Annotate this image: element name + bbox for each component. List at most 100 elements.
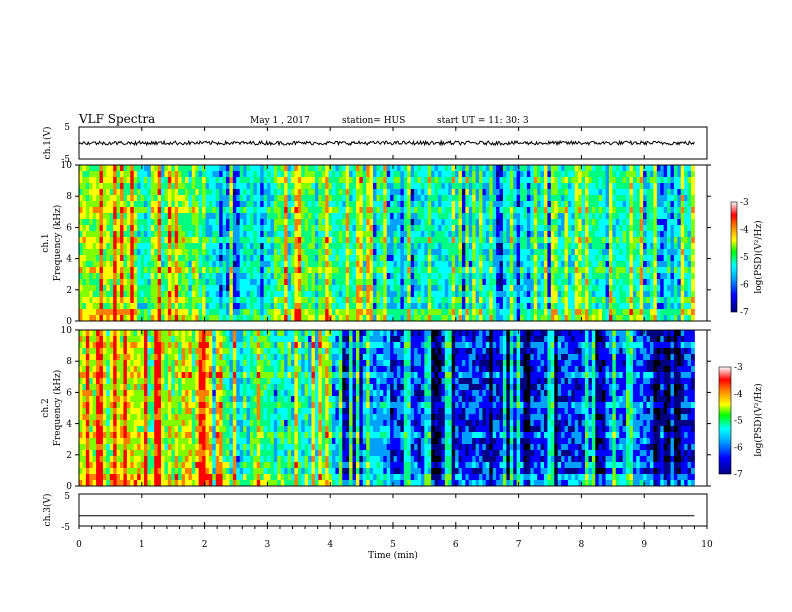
spectrogram-cell [479, 231, 483, 238]
spectrogram-cell [475, 285, 480, 292]
spectrogram-cell [113, 408, 118, 415]
spectrogram-cell [106, 462, 111, 469]
spectrogram-cell [167, 255, 172, 262]
spectrogram-cell [373, 219, 377, 226]
spectrogram-cell [243, 237, 247, 244]
spectrogram-cell [605, 213, 610, 220]
spectrogram-cell [205, 213, 210, 220]
spectrogram-cell [540, 291, 545, 298]
spectrogram-cell [332, 177, 336, 184]
spectrogram-cell [109, 468, 114, 475]
spectrogram-cell [482, 309, 487, 316]
spectrogram-cell [561, 279, 565, 286]
spectrogram-cell [212, 243, 217, 250]
spectrogram-cell [243, 279, 247, 286]
spectrogram-cell [670, 267, 675, 274]
spectrogram-cell [116, 354, 121, 361]
spectrogram-cell [273, 195, 278, 202]
spectrogram-cell [116, 237, 121, 244]
spectrogram-cell [161, 315, 165, 322]
spectrogram-cell [325, 201, 329, 208]
spectrogram-cell [492, 219, 497, 226]
spectrogram-cell [232, 309, 237, 316]
spectrogram-cell [643, 261, 647, 268]
spectrogram-cell [150, 279, 155, 286]
spectrogram-cell [684, 171, 688, 178]
spectrogram-cell [184, 297, 189, 304]
spectrogram-cell [489, 273, 494, 280]
spectrogram-cell [400, 255, 405, 262]
spectrogram-cell [393, 243, 398, 250]
spectrogram-cell [184, 177, 189, 184]
spectrogram-cell [438, 261, 442, 268]
spectrogram-cell [653, 213, 658, 220]
spectrogram-cell [226, 279, 230, 286]
spectrogram-cell [171, 267, 176, 274]
spectrogram-cell [615, 165, 620, 172]
spectrogram-cell [376, 213, 381, 220]
spectrogram-cell [451, 315, 456, 322]
spectrogram-cell [680, 165, 685, 172]
spectrogram-cell [109, 408, 114, 415]
spectrogram-cell [167, 231, 172, 238]
spectrogram-cell [171, 261, 176, 268]
spectrogram-cell [547, 183, 552, 190]
spectrogram-cell [691, 267, 695, 274]
spectrogram-cell [154, 309, 159, 316]
spectrogram-cell [308, 225, 312, 232]
spectrogram-cell [557, 225, 562, 232]
spectrogram-cell [147, 315, 152, 322]
spectrogram-cell [595, 243, 600, 250]
spectrogram-cell [249, 171, 254, 178]
spectrogram-cell [140, 255, 145, 262]
spectrogram-cell [383, 183, 388, 190]
spectrogram-cell [342, 309, 347, 316]
spectrogram-cell [113, 225, 118, 232]
spectrogram-cell [345, 285, 350, 292]
spectrogram-cell [585, 273, 589, 280]
spectrogram-cell [595, 285, 600, 292]
spectrogram-cell [270, 201, 275, 208]
spectrogram-cell [677, 195, 682, 202]
spectrogram-cell [246, 261, 251, 268]
spectrogram-cell [605, 297, 610, 304]
spectrogram-cell [188, 285, 193, 292]
spectrogram-cell [325, 183, 329, 190]
spectrogram-cell [605, 201, 610, 208]
spectrogram-cell [140, 297, 145, 304]
spectrogram-cell [670, 255, 675, 262]
spectrogram-cell [267, 219, 271, 226]
spectrogram-cell [342, 207, 347, 214]
spectrogram-cell [99, 177, 104, 184]
spectrogram-cell [475, 213, 480, 220]
spectrogram-cell [403, 273, 408, 280]
spectrogram-cell [215, 213, 220, 220]
spectrogram-cell [646, 261, 651, 268]
spectrogram-cell [379, 267, 384, 274]
spectrogram-cell [143, 303, 148, 310]
spectrogram-cell [502, 207, 507, 214]
spectrogram-cell [458, 315, 463, 322]
spectrogram-cell [137, 255, 141, 262]
spectrogram-cell [513, 273, 518, 280]
spectrogram-cell [588, 189, 593, 196]
spectrogram-cell [502, 273, 507, 280]
spectrogram-cell [588, 315, 593, 322]
spectrogram-cell [171, 189, 176, 196]
spectrogram-cell [660, 237, 665, 244]
spectrogram-cell [643, 165, 647, 172]
spectrogram-cell [520, 189, 524, 196]
spectrogram-cell [123, 315, 128, 322]
spectrogram-cell [99, 474, 104, 481]
spectrogram-cell [653, 291, 658, 298]
spectrogram-cell [239, 243, 244, 250]
spectrogram-cell [256, 243, 261, 250]
spectrogram-cell [458, 267, 463, 274]
spectrogram-cell [571, 225, 576, 232]
spectrogram-cell [376, 171, 381, 178]
spectrogram-cell [407, 249, 412, 256]
spectrogram-cell [465, 207, 470, 214]
spectrogram-cell [393, 183, 398, 190]
spectrogram-cell [99, 273, 104, 280]
spectrogram-cell [161, 303, 165, 310]
